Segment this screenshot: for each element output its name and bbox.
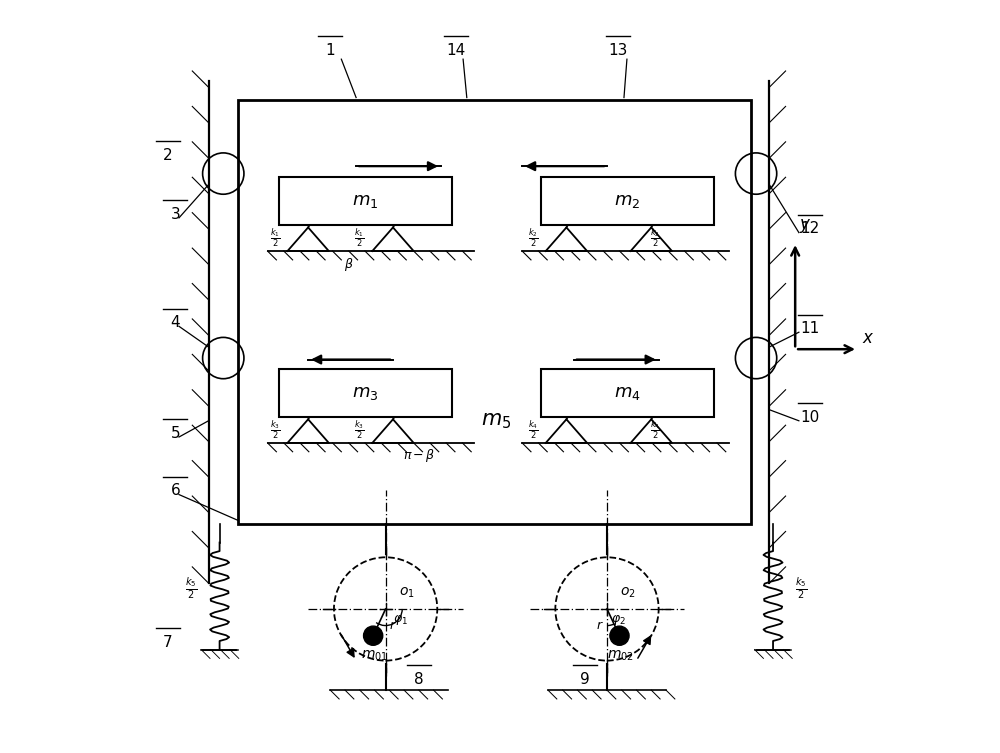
Text: $r$: $r$	[596, 619, 604, 633]
Text: $\frac{k_1}{2}$: $\frac{k_1}{2}$	[354, 227, 365, 248]
Text: $m_2$: $m_2$	[614, 192, 640, 210]
Text: $x$: $x$	[862, 329, 874, 347]
Text: 13: 13	[608, 43, 628, 58]
Text: $\frac{k_4}{2}$: $\frac{k_4}{2}$	[650, 418, 660, 441]
Text: 10: 10	[800, 410, 820, 425]
Text: 9: 9	[580, 672, 590, 687]
Circle shape	[364, 626, 383, 645]
Text: $\varphi_1$: $\varphi_1$	[393, 614, 408, 627]
Text: 5: 5	[170, 425, 180, 441]
Text: $\frac{k_2}{2}$: $\frac{k_2}{2}$	[528, 227, 539, 248]
Text: $o_1$: $o_1$	[399, 586, 415, 600]
Text: $\varphi_2$: $\varphi_2$	[611, 614, 626, 627]
Text: $m_{02}$: $m_{02}$	[607, 649, 634, 663]
Text: $\frac{k_3}{2}$: $\frac{k_3}{2}$	[270, 418, 280, 441]
Bar	[541, 369, 714, 417]
Text: $m_1$: $m_1$	[352, 192, 379, 210]
Text: $\frac{k_5}{2}$: $\frac{k_5}{2}$	[185, 576, 198, 602]
Text: 2: 2	[163, 148, 173, 163]
Text: $m_{01}$: $m_{01}$	[361, 649, 388, 663]
Text: 14: 14	[446, 43, 465, 58]
Text: 1: 1	[325, 43, 335, 58]
Text: $\pi - \beta$: $\pi - \beta$	[403, 447, 435, 464]
Text: $\frac{k_4}{2}$: $\frac{k_4}{2}$	[528, 418, 539, 441]
Text: 12: 12	[800, 221, 820, 236]
Text: $\frac{k_5}{2}$: $\frac{k_5}{2}$	[795, 576, 807, 602]
Bar	[279, 177, 452, 225]
Text: $m_4$: $m_4$	[614, 384, 641, 402]
Text: $m_5$: $m_5$	[481, 411, 511, 431]
Text: 7: 7	[163, 635, 173, 650]
Text: 3: 3	[170, 206, 180, 221]
Text: 4: 4	[170, 315, 180, 330]
Text: $\frac{k_3}{2}$: $\frac{k_3}{2}$	[354, 418, 365, 441]
Bar	[279, 369, 452, 417]
Text: $o_2$: $o_2$	[620, 586, 636, 600]
Text: 6: 6	[170, 483, 180, 498]
Bar	[238, 100, 751, 524]
Bar	[541, 177, 714, 225]
Text: $r$: $r$	[389, 619, 396, 633]
Circle shape	[610, 626, 629, 645]
Text: $\frac{k_2}{2}$: $\frac{k_2}{2}$	[650, 227, 660, 248]
Text: $\frac{k_1}{2}$: $\frac{k_1}{2}$	[270, 227, 280, 248]
Text: $m_3$: $m_3$	[352, 384, 379, 402]
Text: 8: 8	[414, 672, 424, 687]
Text: 11: 11	[800, 321, 820, 336]
Text: $y$: $y$	[799, 217, 811, 235]
Text: $\beta$: $\beta$	[344, 256, 353, 273]
